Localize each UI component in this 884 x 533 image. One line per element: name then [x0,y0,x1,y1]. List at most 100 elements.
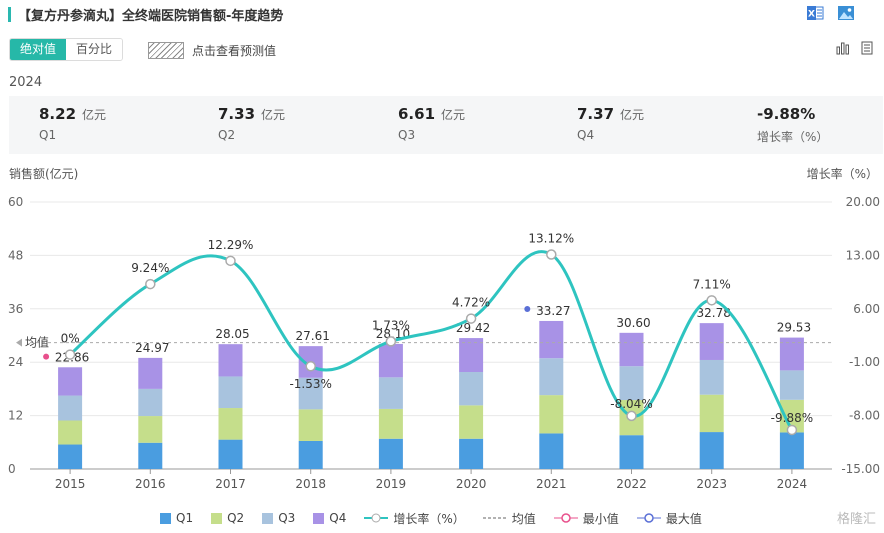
summary-unit: 亿元 [261,108,286,122]
legend-min[interactable]: 最小值 [553,510,619,527]
bar-q4-2023 [699,323,724,360]
legend-label: Q1 [176,511,194,525]
summary-value: 7.33 [218,105,256,123]
x-tick-label: 2016 [135,477,166,491]
legend-label: Q3 [278,511,296,525]
legend-q2[interactable]: Q2 [211,511,244,525]
title-accent-bar [8,7,11,22]
legend-max-icon [636,513,661,523]
legend-label: 均值 [511,511,536,526]
excel-icon[interactable]: X [806,5,824,21]
x-tick-label: 2024 [777,477,808,491]
summary-label: 增长率（%） [757,130,829,144]
bar-total-label: 33.27 [536,304,570,318]
bar-q1-2021 [539,433,564,469]
summary-q3: 6.61 亿元 Q3 [398,104,465,142]
bar-q4-2022 [619,332,644,367]
left-axis-title: 销售额(亿元) [9,167,79,181]
chart-legend: Q1 Q2 Q3 Q4 增长率（%） 均值 最小值 最大值 [160,508,702,528]
mode-toggle: 绝对值 百分比 [9,38,124,61]
legend-avg[interactable]: 均值 [482,510,536,527]
y-left-tick-label: 12 [8,409,23,423]
bar-q1-2024 [779,432,804,469]
growth-point [626,410,637,422]
growth-point [305,360,316,372]
growth-line [69,250,794,431]
bar-q4-2019 [378,343,403,378]
bar-q2-2021 [539,395,564,434]
y-left-tick-label: 48 [8,248,23,262]
bar-q4-2016 [138,357,163,389]
legend-line-icon [364,513,389,523]
growth-point [465,313,477,324]
bar-q3-2021 [539,358,564,396]
bar-q3-2022 [619,366,644,401]
bar-q2-2023 [699,394,724,433]
table-icon[interactable] [860,41,874,55]
bar-total-label: 29.42 [456,321,490,335]
x-tick-label: 2020 [456,477,487,491]
legend-min-icon [553,513,578,523]
bar-q3-2020 [459,371,484,406]
legend-growth[interactable]: 增长率（%） [364,510,465,527]
bar-total-label: 27.61 [296,329,330,343]
growth-point [385,336,397,347]
y-left-tick-label: 60 [8,195,23,209]
bar-q3-2024 [779,370,804,400]
image-icon[interactable] [837,5,855,21]
bar-q3-2015 [58,395,83,421]
title-bar: 【复方丹参滴丸】全终端医院销售额-年度趋势 X [0,0,884,30]
legend-label: Q4 [329,511,347,525]
year-label: 2024 [9,75,43,90]
summary-q2: 7.33 亿元 Q2 [218,104,285,142]
summary-strip: 8.22 亿元 Q1 7.33 亿元 Q2 6.61 亿元 Q3 7.37 亿元 Q4 … [9,96,883,154]
growth-label: 0% [61,332,80,346]
bar-q1-2019 [378,438,403,469]
legend-dash-icon [482,517,507,519]
legend-max[interactable]: 最大值 [636,510,702,527]
bar-q2-2015 [58,420,83,445]
bar-total-label: 24.97 [135,341,169,355]
bar-q1-2022 [619,435,644,469]
legend-q1[interactable]: Q1 [160,511,193,525]
summary-value: -9.88% [757,105,816,123]
growth-point [225,255,236,267]
x-tick-label: 2021 [536,477,567,491]
legend-swatch [211,512,223,524]
summary-growth: -9.88% 增长率（%） [757,104,828,145]
tab-absolute[interactable]: 绝对值 [10,39,67,60]
bar-q2-2016 [138,416,163,443]
bar-q1-2016 [138,442,163,469]
growth-label: 9.24% [131,261,169,275]
min-marker [43,353,50,360]
bar-q4-2015 [58,367,83,396]
growth-point [64,349,76,360]
watermark-logo: 格隆汇 [836,512,876,527]
svg-text:X: X [808,10,815,20]
legend-q3[interactable]: Q3 [262,511,295,525]
bar-q2-2020 [459,405,484,439]
view-switcher [836,41,874,55]
bar-q3-2017 [218,376,243,409]
legend-label: 最大值 [665,511,702,526]
bar-q2-2019 [378,408,403,439]
bar-chart-icon[interactable] [836,41,850,55]
summary-label: Q3 [398,128,416,142]
page-title: 【复方丹参滴丸】全终端医院销售额-年度趋势 [18,9,284,24]
y-right-tick-label: -1.00 [849,355,880,369]
y-left-tick-label: 36 [8,302,23,316]
bar-q4-2020 [459,338,484,372]
bar-total-label: 30.60 [616,316,650,330]
growth-point [786,424,798,436]
growth-label: 13.12% [528,231,574,245]
growth-label: 4.72% [452,296,490,310]
growth-point [145,278,156,290]
summary-label: Q4 [577,128,595,142]
tab-percent[interactable]: 百分比 [66,39,123,60]
bar-q1-2017 [218,439,243,469]
bar-q2-2017 [218,408,243,440]
forecast-toggle[interactable]: 点击查看预测值 [148,40,276,60]
legend-q4[interactable]: Q4 [313,511,346,525]
bar-q1-2015 [58,444,83,469]
growth-label: -9.88% [771,411,813,425]
